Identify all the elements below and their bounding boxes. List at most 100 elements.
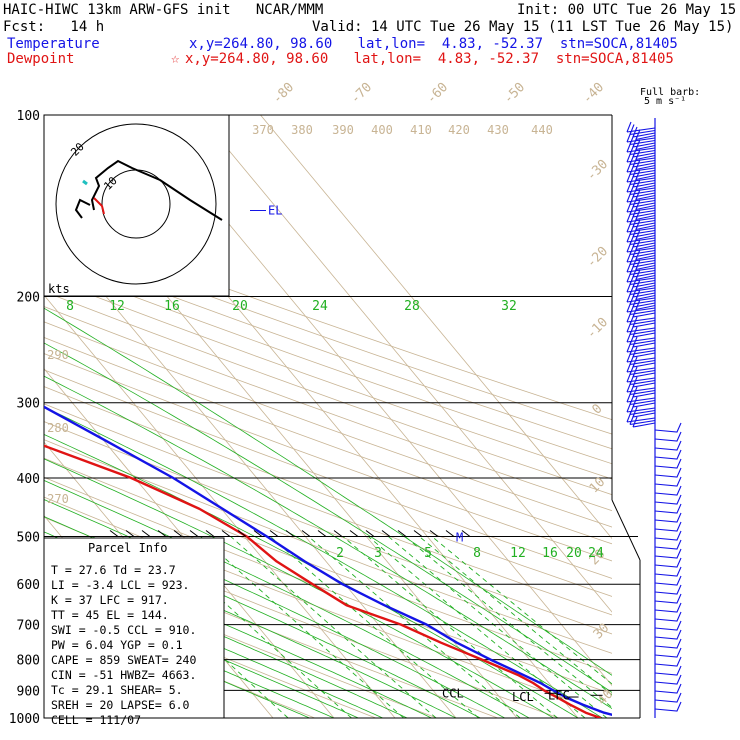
- valid-time: Valid: 14 UTC Tue 26 May 15 (11 LST Tue …: [312, 19, 734, 35]
- parcel-info-row: SWI = -0.5 CCL = 910.: [51, 623, 196, 637]
- dry-adiabat-line: [44, 386, 612, 597]
- freezing-hatch-mark: [109, 530, 119, 537]
- freezing-hatch-mark: [349, 530, 359, 537]
- parcel-info-row: LI = -3.4 LCL = 923.: [51, 578, 189, 592]
- mixing-ratio-label: 32: [501, 299, 517, 314]
- wind-barb: [654, 647, 682, 658]
- theta-label: 400: [371, 123, 393, 137]
- freezing-hatch-mark: [381, 530, 391, 537]
- mixing-ratio-line: [342, 536, 558, 718]
- dry-adiabat-line: [44, 262, 612, 465]
- hodograph-panel: [43, 114, 230, 297]
- mixing-ratio-line: [431, 536, 612, 685]
- wind-barb: [626, 381, 656, 398]
- dewpoint-location: x,y=264.80, 98.60 lat,lon= 4.83, -52.37 …: [185, 51, 674, 67]
- mixing-ratio-label: 12: [109, 299, 125, 314]
- freezing-hatch-mark: [301, 530, 311, 537]
- wind-barb: [626, 291, 656, 311]
- isotherm-label: -60: [424, 80, 451, 107]
- wind-barb: [654, 476, 682, 487]
- dry-adiabat-line: [44, 421, 612, 635]
- pressure-tick-label: 200: [17, 291, 40, 306]
- freezing-hatch-mark: [365, 530, 375, 537]
- theta-label: 270: [47, 492, 69, 506]
- freezing-hatch-mark: [429, 530, 439, 537]
- wind-barb: [626, 391, 656, 408]
- temperature-location: x,y=264.80, 98.60 lat,lon= 4.83, -52.37 …: [189, 36, 678, 52]
- theta-label: 380: [291, 123, 313, 137]
- theta-label: 370: [252, 123, 274, 137]
- mixing-ratio-label: 8: [473, 546, 481, 561]
- temperature-legend: Temperature: [7, 36, 100, 52]
- hodograph-dew-segment: [93, 197, 105, 215]
- wind-barb: [626, 221, 656, 241]
- isotherm-line: [199, 115, 612, 613]
- freezing-hatch-mark: [461, 530, 471, 537]
- dry-adiabat-line: [44, 337, 612, 545]
- theta-label: 280: [47, 421, 69, 435]
- parcel-info-title: Parcel Info: [88, 541, 167, 555]
- wind-barb: [654, 440, 682, 451]
- trace-temperature: [44, 405, 612, 717]
- wind-barb: [626, 231, 656, 251]
- freezing-hatch-mark: [317, 530, 327, 537]
- dry-adiabat-line: [44, 353, 612, 562]
- trace-dewpoint: [44, 444, 602, 718]
- mixing-ratio-line: [308, 536, 521, 718]
- wind-barb: [626, 181, 656, 201]
- wind-barb: [654, 422, 682, 433]
- wind-barb: [654, 638, 682, 649]
- pressure-tick-label: 900: [17, 684, 40, 699]
- wind-barb: [626, 331, 656, 348]
- init-time: Init: 00 UTC Tue 26 May 15: [517, 2, 737, 18]
- wind-barb: [626, 271, 656, 291]
- freezing-hatch-mark: [397, 530, 407, 537]
- right-axis-bevel: [611, 499, 641, 561]
- hodograph-low-trace: [74, 198, 91, 219]
- model-title: HAIC-HIWC 13km ARW-GFS init NCAR/MMM: [3, 2, 324, 18]
- isotherm-label: -10: [584, 315, 611, 342]
- wind-barb: [654, 701, 682, 712]
- dry-adiabat-line: [44, 276, 612, 480]
- parcel-info-row: CELL = 111/07: [51, 713, 141, 727]
- mixing-ratio-label: 16: [164, 299, 180, 314]
- wind-barb: [626, 371, 656, 388]
- freezing-hatch-mark: [157, 530, 167, 537]
- pressure-tick-label: 700: [17, 619, 40, 634]
- wind-barb: [654, 530, 682, 541]
- isotherm-line: [44, 367, 335, 718]
- mixing-ratio-line: [368, 536, 586, 718]
- wind-barb: [654, 467, 682, 478]
- wind-barb: [654, 665, 682, 676]
- isotherm-label: -20: [584, 244, 611, 271]
- wind-barb: [654, 503, 682, 514]
- theta-label: 290: [47, 348, 69, 362]
- barb-legend-unit: 5 m s⁻¹: [644, 96, 687, 107]
- theta-label: 440: [531, 123, 553, 137]
- wind-barb: [626, 171, 656, 191]
- mixing-ratio-label: 16: [542, 546, 558, 561]
- dry-adiabat-line: [44, 291, 612, 496]
- ccl-marker-label: CCL: [442, 686, 464, 700]
- freezing-hatch-mark: [285, 530, 295, 537]
- isotherm-label: -70: [348, 80, 375, 107]
- dry-adiabat-line: [44, 581, 376, 718]
- wind-barb: [626, 131, 656, 151]
- freezing-hatch-mark: [269, 530, 279, 537]
- barb-legend-title: Full barb:: [640, 87, 701, 98]
- wind-barb: [654, 629, 682, 640]
- freezing-hatch-mark: [445, 530, 455, 537]
- wind-barb: [654, 674, 682, 685]
- wind-barb: [654, 494, 682, 505]
- wind-barb: [626, 151, 656, 171]
- theta-label: 410: [410, 123, 432, 137]
- wind-barb: [626, 241, 656, 261]
- wind-barb: [654, 512, 682, 523]
- hodograph-storm-motion: [82, 179, 88, 186]
- pressure-tick-label: 500: [17, 530, 40, 545]
- sounding-traces: [44, 405, 612, 718]
- parcel-info-row: SREH = 20 LAPSE= 6.0: [51, 698, 190, 712]
- wind-barb: [654, 602, 682, 613]
